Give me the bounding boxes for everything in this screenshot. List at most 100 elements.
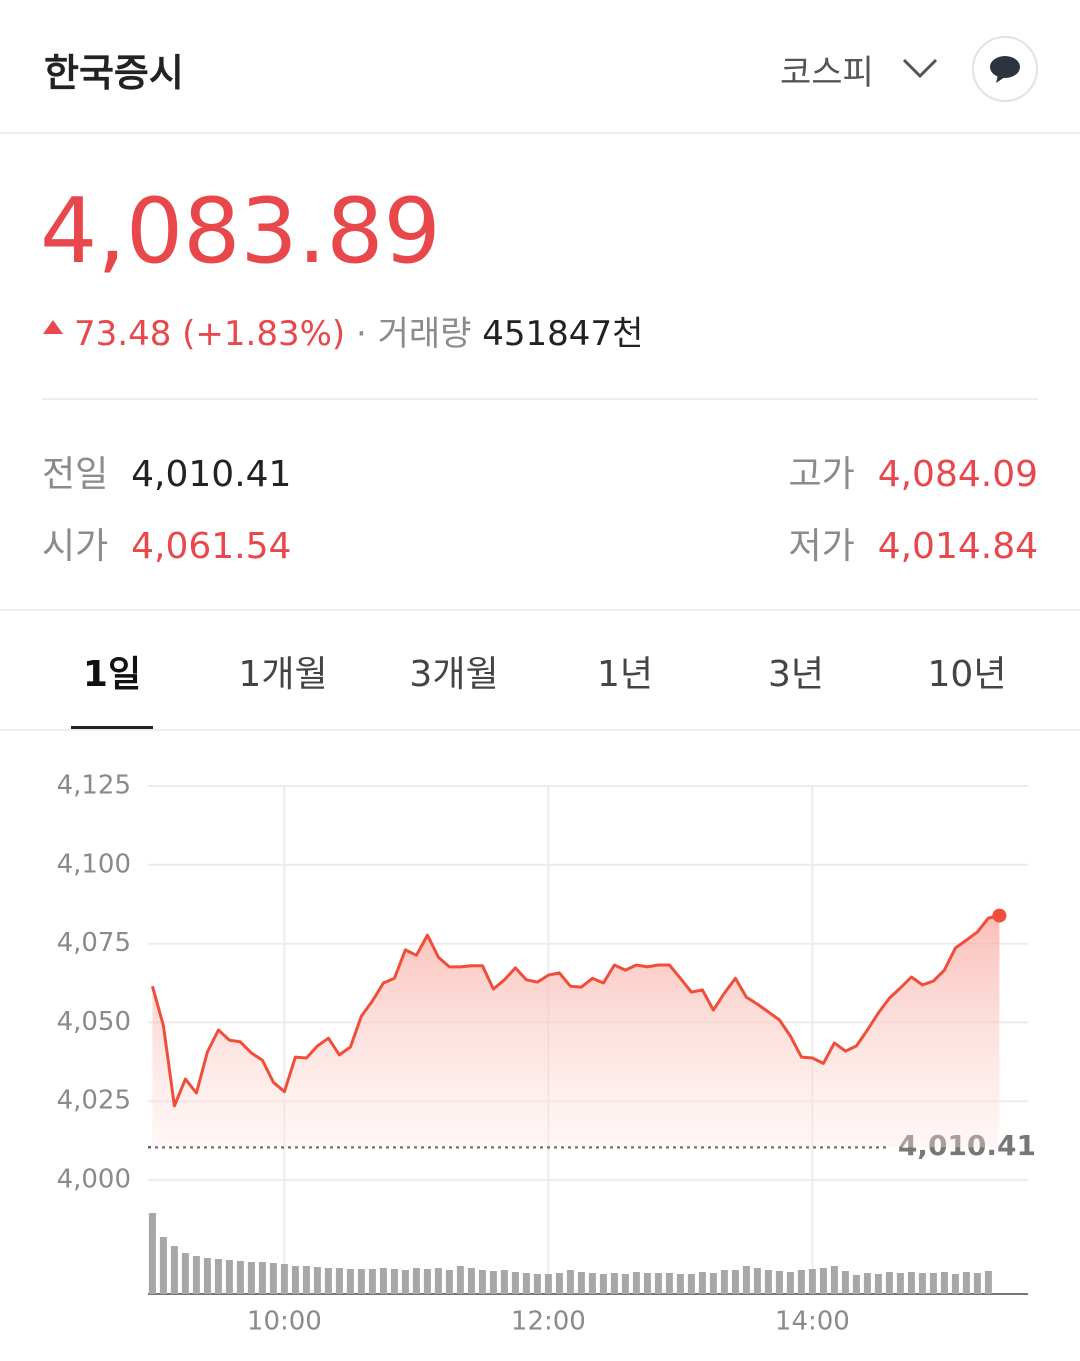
volume-bar: [676, 1274, 684, 1294]
volume-bar: [610, 1273, 618, 1294]
divider: [0, 609, 1080, 611]
volume-bar: [159, 1237, 167, 1294]
volume-bar: [720, 1270, 728, 1294]
volume-bar: [423, 1269, 431, 1294]
tab-underline: [71, 726, 153, 729]
volume-bar: [984, 1271, 992, 1294]
volume-bar: [929, 1273, 937, 1294]
tab-bar: 1일 1개월 3개월 1년 3년 10년: [0, 611, 1080, 731]
volume-bar: [852, 1275, 860, 1294]
stat-value: 4,084.09: [877, 454, 1038, 495]
title: 한국증시: [44, 51, 184, 95]
volume-bar: [808, 1269, 816, 1294]
volume-bar: [324, 1268, 332, 1294]
tab[interactable]: 1년: [596, 654, 654, 695]
stat-value: 4,014.84: [877, 526, 1038, 567]
volume-bar: [863, 1273, 871, 1294]
stat: 전일 4,010.41: [42, 445, 291, 497]
volume-bar: [489, 1271, 497, 1294]
change: 73.48: [74, 314, 172, 354]
y-tick-label: 4,050: [57, 1007, 131, 1037]
volume-bar: [170, 1246, 178, 1294]
price-line: [150, 914, 1000, 1108]
volume-bar: [555, 1273, 563, 1294]
change-line: 73.48 (+1.83%) · 거래량 451847천: [74, 314, 644, 354]
stat-label: 저가: [788, 526, 855, 567]
volume-bar: [291, 1266, 299, 1294]
volume-bar: [445, 1270, 453, 1294]
volume-bar: [973, 1273, 981, 1294]
stat-value: 4,010.41: [131, 454, 292, 495]
tab[interactable]: 10년: [927, 654, 1007, 695]
up-arrow: [43, 320, 63, 334]
stat: 고가 4,084.09: [789, 445, 1038, 497]
volume-bar: [907, 1272, 915, 1294]
volume-bar: [313, 1267, 321, 1294]
volume-bar: [412, 1268, 420, 1294]
volume-bar: [500, 1270, 508, 1294]
volume-bar: [588, 1273, 596, 1294]
volume-bar: [533, 1274, 541, 1294]
volume-bar: [203, 1258, 211, 1294]
volume-bar: [654, 1273, 662, 1294]
tab[interactable]: 3개월: [409, 654, 499, 695]
volume-bar: [753, 1268, 761, 1294]
x-tick-label: 10:00: [247, 1307, 322, 1337]
y-tick-label: 4,100: [57, 849, 131, 879]
volume-bar: [599, 1274, 607, 1294]
stat-label: 전일: [42, 454, 109, 495]
volume-bar: [357, 1269, 365, 1294]
volume-bar: [335, 1268, 343, 1294]
last-point: [992, 908, 1007, 923]
stat: 시가 4,061.54: [42, 517, 291, 569]
volume-bar: [830, 1266, 838, 1294]
volume-bar: [665, 1273, 673, 1294]
volume-bar: [346, 1269, 354, 1294]
volume-bar: [269, 1263, 277, 1294]
volume-bar: [379, 1268, 387, 1294]
market-selector[interactable]: 코스피: [780, 53, 874, 93]
volume-bar: [225, 1260, 233, 1294]
area: [152, 915, 1000, 1148]
volume-bar: [302, 1266, 310, 1294]
y-tick-label: 4,125: [57, 771, 131, 801]
volume-bar: [940, 1272, 948, 1294]
volume-bar: [951, 1274, 959, 1294]
volume-bar: [368, 1269, 376, 1294]
chevron[interactable]: [900, 52, 940, 82]
volume-bar: [467, 1268, 475, 1294]
stat-label: 고가: [788, 454, 855, 495]
tab[interactable]: 1일: [82, 654, 142, 695]
volume-bar: [456, 1266, 464, 1294]
volume-bar: [478, 1270, 486, 1294]
volume-bar: [236, 1261, 244, 1294]
volume-bar: [698, 1272, 706, 1294]
volume-bar: [819, 1268, 827, 1294]
volume-bar: [280, 1264, 288, 1294]
volume-bar: [192, 1256, 200, 1294]
y-tick-label: 4,075: [57, 928, 131, 958]
divider: [42, 398, 1038, 400]
volume-bar: [258, 1262, 266, 1294]
volume-bar: [632, 1272, 640, 1294]
tab[interactable]: 3년: [767, 654, 825, 695]
volume-bar: [148, 1213, 156, 1294]
volume-bar: [434, 1268, 442, 1294]
volume-bar: [181, 1253, 189, 1294]
x-tick-label: 12:00: [511, 1307, 586, 1337]
volume-bar: [731, 1270, 739, 1294]
volume-bar: [962, 1272, 970, 1294]
stat: 저가 4,014.84: [789, 517, 1038, 569]
comment-button[interactable]: [970, 34, 1040, 104]
volume-bar: [511, 1272, 519, 1294]
stat-label: 시가: [42, 526, 109, 567]
volume-bar: [786, 1272, 794, 1294]
volume-bar: [874, 1274, 882, 1294]
volume-bar: [247, 1262, 255, 1294]
volume-bar: [841, 1271, 849, 1294]
header: 한국증시 코스피: [0, 0, 1080, 134]
stat-value: 4,061.54: [131, 526, 292, 567]
tab[interactable]: 1개월: [238, 654, 328, 695]
volume-bar: [390, 1269, 398, 1294]
